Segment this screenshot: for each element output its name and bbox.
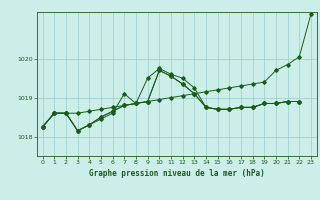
X-axis label: Graphe pression niveau de la mer (hPa): Graphe pression niveau de la mer (hPa) <box>89 169 265 178</box>
